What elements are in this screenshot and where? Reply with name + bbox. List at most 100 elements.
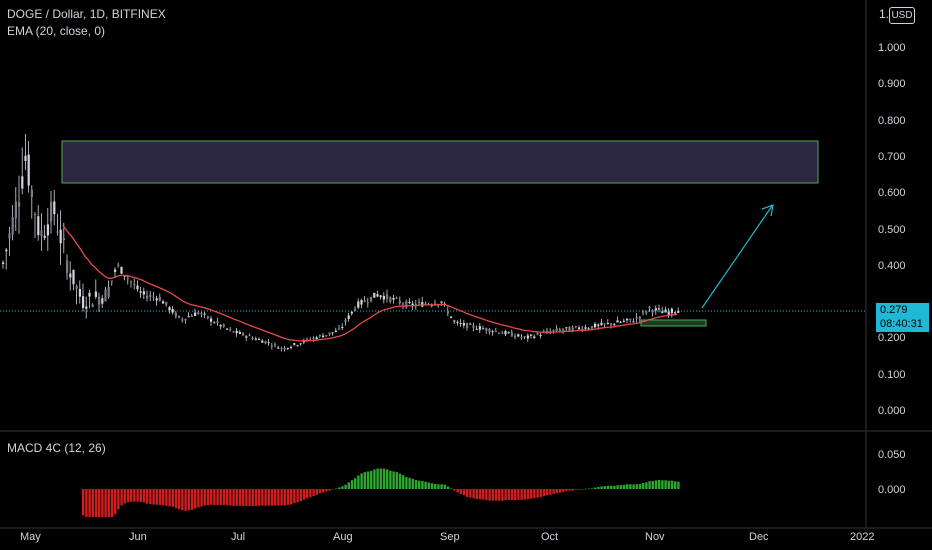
candle-body xyxy=(53,201,56,215)
macd-bar xyxy=(190,489,194,510)
macd-bar xyxy=(376,468,379,489)
macd-bar xyxy=(651,481,654,489)
candle-body xyxy=(30,189,33,198)
supply-zone[interactable] xyxy=(61,140,819,184)
candle-body xyxy=(270,345,273,347)
macd-bar xyxy=(126,489,130,503)
macd-bar xyxy=(565,489,568,491)
candle-body xyxy=(46,224,49,236)
candle-body xyxy=(197,312,200,314)
candle-body xyxy=(395,297,398,299)
macd-bar xyxy=(178,489,181,510)
macd-bar xyxy=(389,470,392,489)
candle-body xyxy=(40,230,43,237)
candle-body xyxy=(146,295,149,299)
candle-body xyxy=(373,292,376,298)
macd-bar xyxy=(267,489,270,506)
candle-body xyxy=(322,335,325,338)
macd-bar xyxy=(210,489,213,505)
macd-bar xyxy=(187,489,190,511)
macd-bar xyxy=(283,489,286,506)
macd-bar xyxy=(555,489,558,494)
candle-body xyxy=(459,323,462,325)
candle-body xyxy=(498,332,501,334)
range-box[interactable] xyxy=(640,319,707,327)
macd-bar xyxy=(619,485,622,489)
candle-body xyxy=(488,328,491,333)
macd-bar xyxy=(482,489,485,500)
macd-bar xyxy=(110,489,114,517)
macd-bar xyxy=(677,481,680,489)
candle-body xyxy=(562,329,565,331)
candle-body xyxy=(50,201,53,222)
macd-bar xyxy=(610,485,613,489)
macd-bar xyxy=(373,469,376,489)
candle-body xyxy=(584,327,587,329)
macd-bar xyxy=(539,489,542,498)
candle-body xyxy=(574,326,577,328)
macd-bar xyxy=(402,475,405,489)
macd-bar xyxy=(360,473,363,489)
candle-body xyxy=(219,324,222,327)
macd-bar xyxy=(104,489,107,517)
macd-bar xyxy=(494,489,498,501)
macd-bar xyxy=(229,489,232,506)
candle-body xyxy=(331,332,334,334)
macd-bar xyxy=(622,484,626,489)
macd-bar xyxy=(98,489,101,517)
currency-button[interactable]: USD xyxy=(889,7,915,24)
macd-bar xyxy=(504,489,507,501)
candle-body xyxy=(610,323,613,326)
candle-body xyxy=(587,328,590,330)
macd-bar xyxy=(91,489,94,517)
macd-bar xyxy=(181,489,184,511)
macd-bar xyxy=(101,489,104,517)
candle-body xyxy=(606,322,609,324)
ema-legend[interactable]: EMA (20, close, 0) xyxy=(7,24,106,38)
macd-bar xyxy=(514,489,517,501)
macd-bar xyxy=(587,488,590,490)
macd-bar xyxy=(472,489,475,499)
candle-body xyxy=(315,337,318,340)
macd-bar xyxy=(568,489,571,491)
candle-body xyxy=(517,334,520,337)
macd-bar xyxy=(526,489,530,500)
candle-body xyxy=(152,296,155,298)
macd-bar xyxy=(408,477,411,489)
macd-bar xyxy=(562,489,565,492)
candle-body xyxy=(629,318,632,320)
candle-body xyxy=(142,291,145,295)
macd-bar xyxy=(142,489,146,503)
macd-bar xyxy=(578,489,581,490)
candle-body xyxy=(613,323,616,325)
projection-arrow[interactable] xyxy=(701,204,774,309)
time-axis-label: Aug xyxy=(333,531,353,543)
macd-bar xyxy=(350,480,354,489)
candle-body xyxy=(530,334,533,336)
macd-bar xyxy=(571,489,574,491)
candle-body xyxy=(210,318,213,322)
candle-body xyxy=(504,331,507,335)
candle-body xyxy=(149,294,152,297)
candle-body xyxy=(11,217,14,235)
macd-legend[interactable]: MACD 4C (12, 26) xyxy=(7,441,106,455)
macd-bar xyxy=(552,489,555,494)
macd-bar xyxy=(597,487,600,489)
macd-bar xyxy=(184,489,187,511)
candle-body xyxy=(674,312,677,314)
macd-bar xyxy=(344,484,347,489)
price-axis-label: 0.400 xyxy=(878,259,906,272)
candle-body xyxy=(325,334,328,336)
last-price-value: 0.279 xyxy=(880,304,908,316)
candle-body xyxy=(590,326,593,329)
candle-body xyxy=(69,273,72,278)
price-axis-label: 0.700 xyxy=(878,150,906,163)
symbol-legend[interactable]: DOGE / Dollar, 1D, BITFINEX xyxy=(7,7,166,21)
macd-bar xyxy=(200,489,203,507)
candle-body xyxy=(379,295,382,297)
macd-bar xyxy=(197,489,200,508)
candle-body xyxy=(366,302,369,304)
macd-bar xyxy=(590,488,594,489)
candle-body xyxy=(5,249,8,252)
